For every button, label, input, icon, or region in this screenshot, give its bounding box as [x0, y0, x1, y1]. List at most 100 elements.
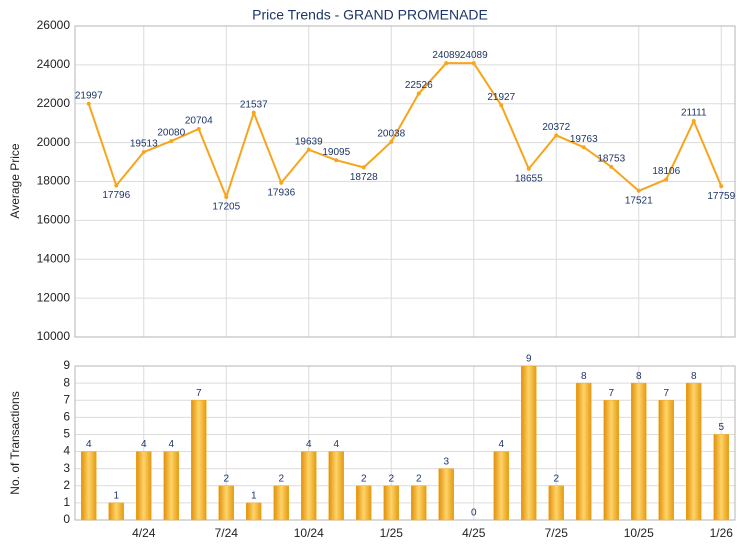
data-label: 2 [416, 473, 422, 484]
y-tick-label: 22000 [37, 96, 71, 110]
price-point [114, 183, 119, 188]
x-tick-label: 4/25 [462, 526, 486, 540]
chart-title: Price Trends - GRAND PROMENADE [252, 7, 488, 23]
x-tick-label: 4/24 [132, 526, 156, 540]
bar [273, 485, 289, 521]
data-label: 22526 [405, 80, 433, 91]
data-label: 17521 [625, 195, 653, 206]
data-label: 2 [278, 473, 284, 484]
data-label: 21537 [240, 99, 268, 110]
price-line [87, 62, 723, 200]
data-label: 21927 [487, 92, 515, 103]
bar [328, 451, 344, 521]
price-point [279, 180, 284, 185]
data-label: 18106 [652, 166, 680, 177]
y-tick-label: 8 [63, 375, 70, 389]
data-label: 7 [663, 388, 669, 399]
bar [246, 502, 262, 521]
price-point [554, 133, 559, 138]
x-tick-label: 7/25 [545, 526, 569, 540]
y-tick-label: 5 [63, 427, 70, 441]
bar [383, 485, 399, 521]
data-label: 20704 [185, 116, 213, 127]
data-label: 9 [526, 354, 532, 365]
bar [631, 382, 647, 521]
data-label: 18728 [350, 172, 378, 183]
bar [548, 485, 564, 521]
bar [163, 451, 179, 521]
data-label: 19763 [570, 134, 598, 145]
data-label: 7 [608, 388, 614, 399]
price-point [526, 166, 531, 171]
data-label: 4 [333, 439, 339, 450]
price-point [664, 177, 669, 182]
data-label: 19639 [295, 136, 323, 147]
price-point [389, 139, 394, 144]
bar [411, 485, 427, 521]
y-axis-label: No. of Transactions [8, 391, 22, 494]
price-point [196, 126, 201, 131]
y-tick-label: 14000 [37, 251, 71, 265]
bar [493, 451, 509, 521]
price-point [169, 139, 174, 144]
price-point [581, 145, 586, 150]
y-tick-label: 18000 [37, 174, 71, 188]
y-tick-label: 3 [63, 461, 70, 475]
price-point [224, 194, 229, 199]
y-tick-label: 4 [63, 444, 70, 458]
bar [356, 485, 372, 521]
data-label: 0 [471, 508, 477, 519]
plot-frame [74, 365, 736, 521]
price-point [86, 101, 91, 106]
price-point [636, 188, 641, 193]
data-label: 17796 [102, 190, 130, 201]
data-label: 5 [718, 422, 724, 433]
x-tick-label: 10/24 [294, 526, 324, 540]
y-tick-label: 2 [63, 478, 70, 492]
data-label: 4 [306, 439, 312, 450]
x-tick-label: 1/26 [710, 526, 734, 540]
data-label: 17936 [267, 187, 295, 198]
price-point [609, 164, 614, 169]
bar [686, 382, 702, 521]
bar [603, 399, 619, 521]
price-point [141, 150, 146, 155]
bar [576, 382, 592, 521]
data-label: 2 [388, 473, 394, 484]
price-point [334, 158, 339, 163]
data-label: 19513 [130, 139, 158, 150]
data-label: 4 [498, 439, 504, 450]
price-point [691, 119, 696, 124]
y-tick-label: 16000 [37, 213, 71, 227]
bar [438, 468, 454, 521]
price-point [471, 61, 476, 66]
price-point [416, 91, 421, 96]
price-point [444, 61, 449, 66]
price-point [361, 165, 366, 170]
bar [713, 434, 729, 521]
y-tick-label: 6 [63, 410, 70, 424]
y-tick-label: 1 [63, 495, 70, 509]
data-label: 20372 [542, 122, 570, 133]
x-tick-label: 7/24 [215, 526, 239, 540]
y-tick-label: 0 [63, 512, 70, 526]
data-label: 4 [141, 439, 147, 450]
bar [81, 451, 97, 521]
data-label: 19095 [322, 147, 350, 158]
data-label: 21997 [75, 90, 103, 101]
data-label: 4 [168, 439, 174, 450]
price-point [251, 110, 256, 115]
data-label: 18753 [597, 154, 625, 165]
x-tick-label: 1/25 [380, 526, 404, 540]
data-label: 20080 [157, 128, 185, 139]
data-label: 18655 [515, 173, 543, 184]
y-tick-label: 10000 [37, 329, 71, 343]
data-label: 24089 [460, 50, 488, 61]
data-label: 2 [553, 473, 559, 484]
data-label: 7 [196, 388, 202, 399]
data-label: 4 [86, 439, 92, 450]
y-tick-label: 7 [63, 392, 70, 406]
y-tick-label: 26000 [37, 18, 71, 32]
data-label: 17205 [212, 202, 240, 213]
